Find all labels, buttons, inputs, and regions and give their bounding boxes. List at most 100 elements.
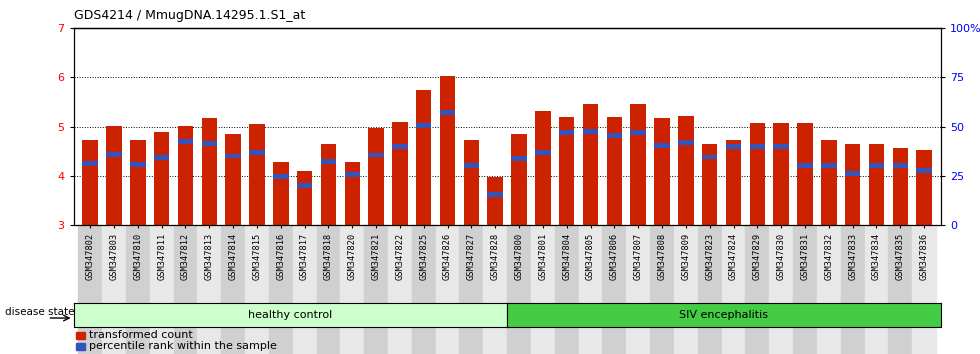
- Bar: [368, 153, 384, 158]
- Bar: [416, 90, 431, 225]
- Bar: [868, 164, 884, 168]
- Bar: [293, 225, 317, 354]
- Bar: [297, 183, 313, 188]
- Bar: [464, 140, 479, 225]
- Bar: [864, 225, 889, 354]
- Bar: [273, 162, 288, 225]
- Bar: [150, 225, 173, 354]
- Bar: [821, 164, 837, 168]
- Bar: [821, 140, 837, 225]
- Bar: [221, 225, 245, 354]
- Bar: [726, 140, 741, 225]
- Bar: [440, 110, 456, 115]
- Bar: [583, 104, 598, 225]
- Bar: [130, 140, 146, 225]
- Bar: [630, 104, 646, 225]
- Bar: [76, 331, 84, 339]
- Bar: [82, 140, 98, 225]
- Bar: [173, 225, 197, 354]
- Bar: [655, 143, 669, 148]
- Bar: [793, 225, 817, 354]
- Bar: [177, 139, 193, 144]
- Bar: [916, 168, 932, 173]
- Bar: [817, 225, 841, 354]
- Bar: [412, 225, 436, 354]
- Bar: [130, 162, 146, 167]
- Bar: [721, 225, 746, 354]
- Bar: [345, 162, 360, 225]
- Bar: [392, 122, 408, 225]
- Bar: [769, 225, 793, 354]
- Text: transformed count: transformed count: [89, 330, 193, 340]
- Bar: [630, 130, 646, 135]
- Bar: [269, 225, 293, 354]
- Bar: [320, 159, 336, 164]
- Bar: [798, 122, 812, 225]
- Bar: [773, 122, 789, 225]
- Bar: [750, 122, 765, 225]
- Bar: [102, 225, 125, 354]
- Bar: [626, 225, 650, 354]
- Bar: [154, 132, 170, 225]
- Bar: [655, 118, 669, 225]
- Bar: [487, 177, 503, 225]
- Bar: [483, 225, 508, 354]
- Bar: [512, 156, 527, 161]
- Bar: [78, 225, 102, 354]
- Bar: [245, 225, 269, 354]
- Bar: [225, 154, 241, 159]
- Text: healthy control: healthy control: [248, 310, 332, 320]
- Bar: [841, 225, 864, 354]
- Bar: [698, 225, 721, 354]
- Bar: [249, 150, 265, 155]
- Bar: [578, 225, 603, 354]
- Bar: [535, 150, 551, 155]
- Bar: [368, 127, 384, 225]
- Bar: [508, 225, 531, 354]
- Bar: [388, 225, 412, 354]
- Text: percentile rank within the sample: percentile rank within the sample: [89, 341, 277, 351]
- Bar: [650, 225, 674, 354]
- Bar: [317, 225, 340, 354]
- Bar: [125, 225, 150, 354]
- Bar: [154, 155, 170, 160]
- Bar: [916, 150, 932, 225]
- Bar: [436, 225, 460, 354]
- Bar: [559, 117, 574, 225]
- Bar: [82, 161, 98, 166]
- Bar: [889, 225, 912, 354]
- Bar: [603, 225, 626, 354]
- Bar: [893, 164, 908, 168]
- Bar: [607, 117, 622, 225]
- Bar: [202, 141, 217, 146]
- Bar: [845, 171, 860, 176]
- Bar: [678, 140, 694, 145]
- Bar: [365, 225, 388, 354]
- Bar: [678, 116, 694, 225]
- Bar: [773, 144, 789, 149]
- Bar: [177, 126, 193, 225]
- Bar: [320, 144, 336, 225]
- Bar: [607, 133, 622, 138]
- Bar: [106, 152, 122, 157]
- Bar: [345, 172, 360, 177]
- Bar: [726, 144, 741, 149]
- Bar: [106, 126, 122, 225]
- Bar: [76, 343, 84, 350]
- Bar: [559, 130, 574, 135]
- Bar: [674, 225, 698, 354]
- Bar: [555, 225, 578, 354]
- Bar: [746, 225, 769, 354]
- Bar: [202, 118, 217, 225]
- Bar: [225, 134, 241, 225]
- Bar: [460, 225, 483, 354]
- Bar: [512, 134, 527, 225]
- Bar: [273, 174, 288, 179]
- Bar: [297, 171, 313, 225]
- Bar: [340, 225, 365, 354]
- Bar: [487, 192, 503, 197]
- Bar: [440, 76, 456, 225]
- Bar: [249, 124, 265, 225]
- Bar: [535, 111, 551, 225]
- Bar: [416, 123, 431, 128]
